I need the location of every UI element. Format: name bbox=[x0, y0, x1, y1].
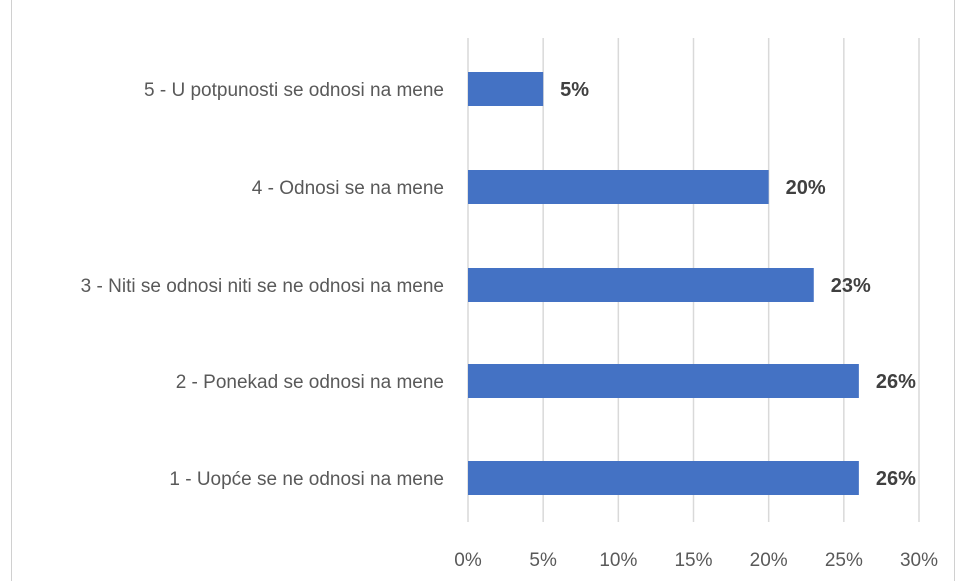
bar bbox=[468, 461, 859, 495]
data-label: 5% bbox=[560, 79, 589, 101]
bar bbox=[468, 170, 769, 204]
chart-frame bbox=[11, 0, 955, 581]
category-label: 4 - Odnosi se na mene bbox=[252, 178, 444, 199]
bar bbox=[468, 72, 544, 106]
x-tick-label: 10% bbox=[599, 550, 637, 571]
data-labels: 5% 20% 23% 26% 26% bbox=[560, 79, 916, 490]
category-label: 1 - Uopće se ne odnosi na mene bbox=[169, 469, 444, 490]
data-label: 26% bbox=[876, 371, 916, 393]
bars bbox=[468, 72, 859, 495]
x-tick-label: 0% bbox=[454, 550, 482, 571]
bar bbox=[468, 268, 814, 302]
data-label: 26% bbox=[876, 468, 916, 490]
category-labels: 5 - U potpunosti se odnosi na mene 4 - Od… bbox=[81, 80, 444, 490]
category-label: 2 - Ponekad se odnosi na mene bbox=[176, 372, 444, 393]
x-tick-label: 15% bbox=[674, 550, 712, 571]
x-tick-label: 20% bbox=[750, 550, 788, 571]
bar bbox=[468, 364, 859, 398]
x-tick-label: 25% bbox=[825, 550, 863, 571]
x-tick-label: 5% bbox=[529, 550, 557, 571]
x-axis-tick-labels: 0% 5% 10% 15% 20% 25% 30% bbox=[454, 550, 938, 571]
data-label: 20% bbox=[786, 177, 826, 199]
category-label: 3 - Niti se odnosi niti se ne odnosi na … bbox=[81, 276, 444, 297]
data-label: 23% bbox=[831, 275, 871, 297]
category-label: 5 - U potpunosti se odnosi na mene bbox=[144, 80, 444, 101]
x-tick-label: 30% bbox=[900, 550, 938, 571]
